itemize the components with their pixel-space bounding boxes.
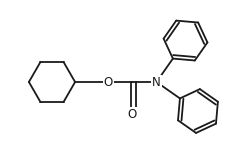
Text: O: O xyxy=(128,108,137,121)
Text: O: O xyxy=(104,76,113,89)
Text: N: N xyxy=(152,76,161,89)
Text: O: O xyxy=(128,108,137,121)
Text: N: N xyxy=(152,76,161,89)
Text: O: O xyxy=(104,76,113,89)
